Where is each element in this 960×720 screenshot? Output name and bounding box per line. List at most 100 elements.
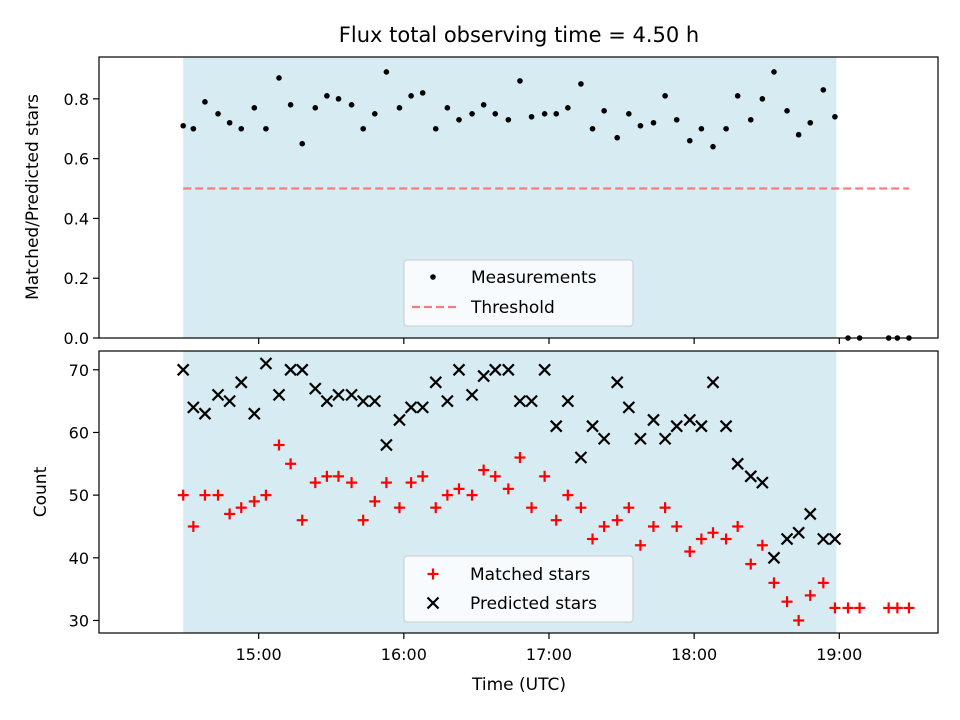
matched-star-point <box>260 489 272 501</box>
predicted-star-point <box>719 419 733 433</box>
measurement-point <box>528 113 535 120</box>
measurement-point <box>383 69 390 75</box>
measurement-point <box>408 93 414 99</box>
y-tick-label: 0.4 <box>64 209 89 228</box>
predicted-star-point <box>452 363 466 377</box>
matched-star-point <box>707 527 719 539</box>
matched-star-point <box>854 602 866 614</box>
measurement-point <box>589 125 596 132</box>
legend-x-glyph <box>426 596 440 610</box>
matched-star-point <box>611 514 623 526</box>
y-tick-label: 0.8 <box>64 90 89 109</box>
measurement-point <box>517 78 523 84</box>
measurement-point <box>360 125 366 132</box>
measurement-point <box>710 143 716 150</box>
predicted-star-point <box>211 388 225 402</box>
measurement-point <box>276 75 282 81</box>
predicted-star-point <box>538 363 551 377</box>
matched-star-point <box>273 439 285 451</box>
measurement-point <box>795 131 802 138</box>
predicted-star-point <box>393 413 406 427</box>
predicted-star-point <box>234 376 248 389</box>
matched-star-point <box>514 452 526 464</box>
predicted-star-point <box>803 507 817 521</box>
matched-star-point <box>842 602 854 614</box>
y-tick-label: 70 <box>69 361 89 380</box>
measurement-point <box>759 96 766 102</box>
measurement-point <box>180 122 186 129</box>
predicted-star-point <box>744 470 758 483</box>
measurement-point <box>614 134 621 141</box>
predicted-star-point <box>441 394 454 408</box>
predicted-star-point <box>792 526 805 540</box>
matched-star-point <box>187 520 199 532</box>
matched-star-point <box>745 558 757 570</box>
predicted-star-point <box>828 532 842 546</box>
matched-star-point <box>380 477 392 489</box>
matched-star-point <box>369 495 381 507</box>
matched-star-point <box>235 502 247 514</box>
predicted-star-point <box>670 419 683 433</box>
y-tick-label: 0.2 <box>64 269 89 288</box>
measurement-point <box>637 122 644 129</box>
predicted-star-point <box>706 376 720 389</box>
predicted-star-point <box>429 376 443 389</box>
measurement-point <box>456 116 462 123</box>
measurement-point <box>202 99 208 105</box>
predicted-star-point <box>380 438 393 452</box>
y-tick-label: 0.6 <box>64 150 89 169</box>
matched-star-point <box>296 514 308 526</box>
legend-marker-predicted-stars <box>426 596 440 610</box>
predicted-star-point <box>780 532 794 546</box>
predicted-star-point <box>634 432 647 446</box>
matched-star-point <box>177 489 189 501</box>
matched-stars-points <box>177 439 915 626</box>
matched-star-point <box>333 470 345 482</box>
predicted-star-point <box>513 394 527 408</box>
bottom-x-ticks: 15:00 16:00 17:00 18:00 19:00 <box>236 633 862 664</box>
matched-star-point <box>768 577 780 589</box>
matched-star-point <box>346 477 358 489</box>
matched-star-point <box>647 520 659 532</box>
matched-star-point <box>575 502 587 514</box>
predicted-star-point <box>259 357 273 370</box>
measurement-point <box>419 90 426 96</box>
predicted-star-point <box>198 407 212 420</box>
predicted-star-point <box>597 432 611 446</box>
measurement-point <box>469 110 475 117</box>
x-tick-label: 16:00 <box>381 645 427 664</box>
predicted-star-point <box>658 432 672 446</box>
legend-label-threshold: Threshold <box>470 298 555 318</box>
measurement-point <box>820 87 827 93</box>
matched-star-point <box>199 489 211 501</box>
measurement-point <box>492 110 499 117</box>
matched-star-point <box>804 589 816 601</box>
predicted-stars-points <box>176 357 842 565</box>
matched-star-point <box>224 508 236 520</box>
matched-star-point <box>441 489 453 501</box>
measurement-point <box>553 110 560 117</box>
matched-star-point <box>623 502 635 514</box>
predicted-star-point <box>549 419 563 433</box>
predicted-star-point <box>647 413 660 427</box>
measurement-point <box>190 125 197 132</box>
predicted-star-point <box>683 413 697 427</box>
measurement-point <box>238 125 245 132</box>
predicted-star-point <box>187 401 200 414</box>
predicted-star-point <box>309 382 322 395</box>
measurement-point <box>335 96 342 102</box>
x-tick-label: 15:00 <box>236 645 282 664</box>
predicted-star-point <box>404 401 418 414</box>
matched-star-point <box>562 489 574 501</box>
count-panel: 30 40 50 60 70 15:00 16:00 17:00 18:00 19:00 Cou… <box>31 350 939 695</box>
measurement-point <box>215 110 221 117</box>
predicted-star-point <box>345 388 358 402</box>
legend-label-predicted-stars: Predicted stars <box>470 594 597 614</box>
measurement-point <box>324 93 330 99</box>
matched-star-point <box>285 458 297 470</box>
measurement-point <box>723 125 729 132</box>
measurement-point <box>226 119 233 126</box>
y-tick-label: 60 <box>69 423 89 442</box>
y-tick-label: 30 <box>69 611 89 630</box>
